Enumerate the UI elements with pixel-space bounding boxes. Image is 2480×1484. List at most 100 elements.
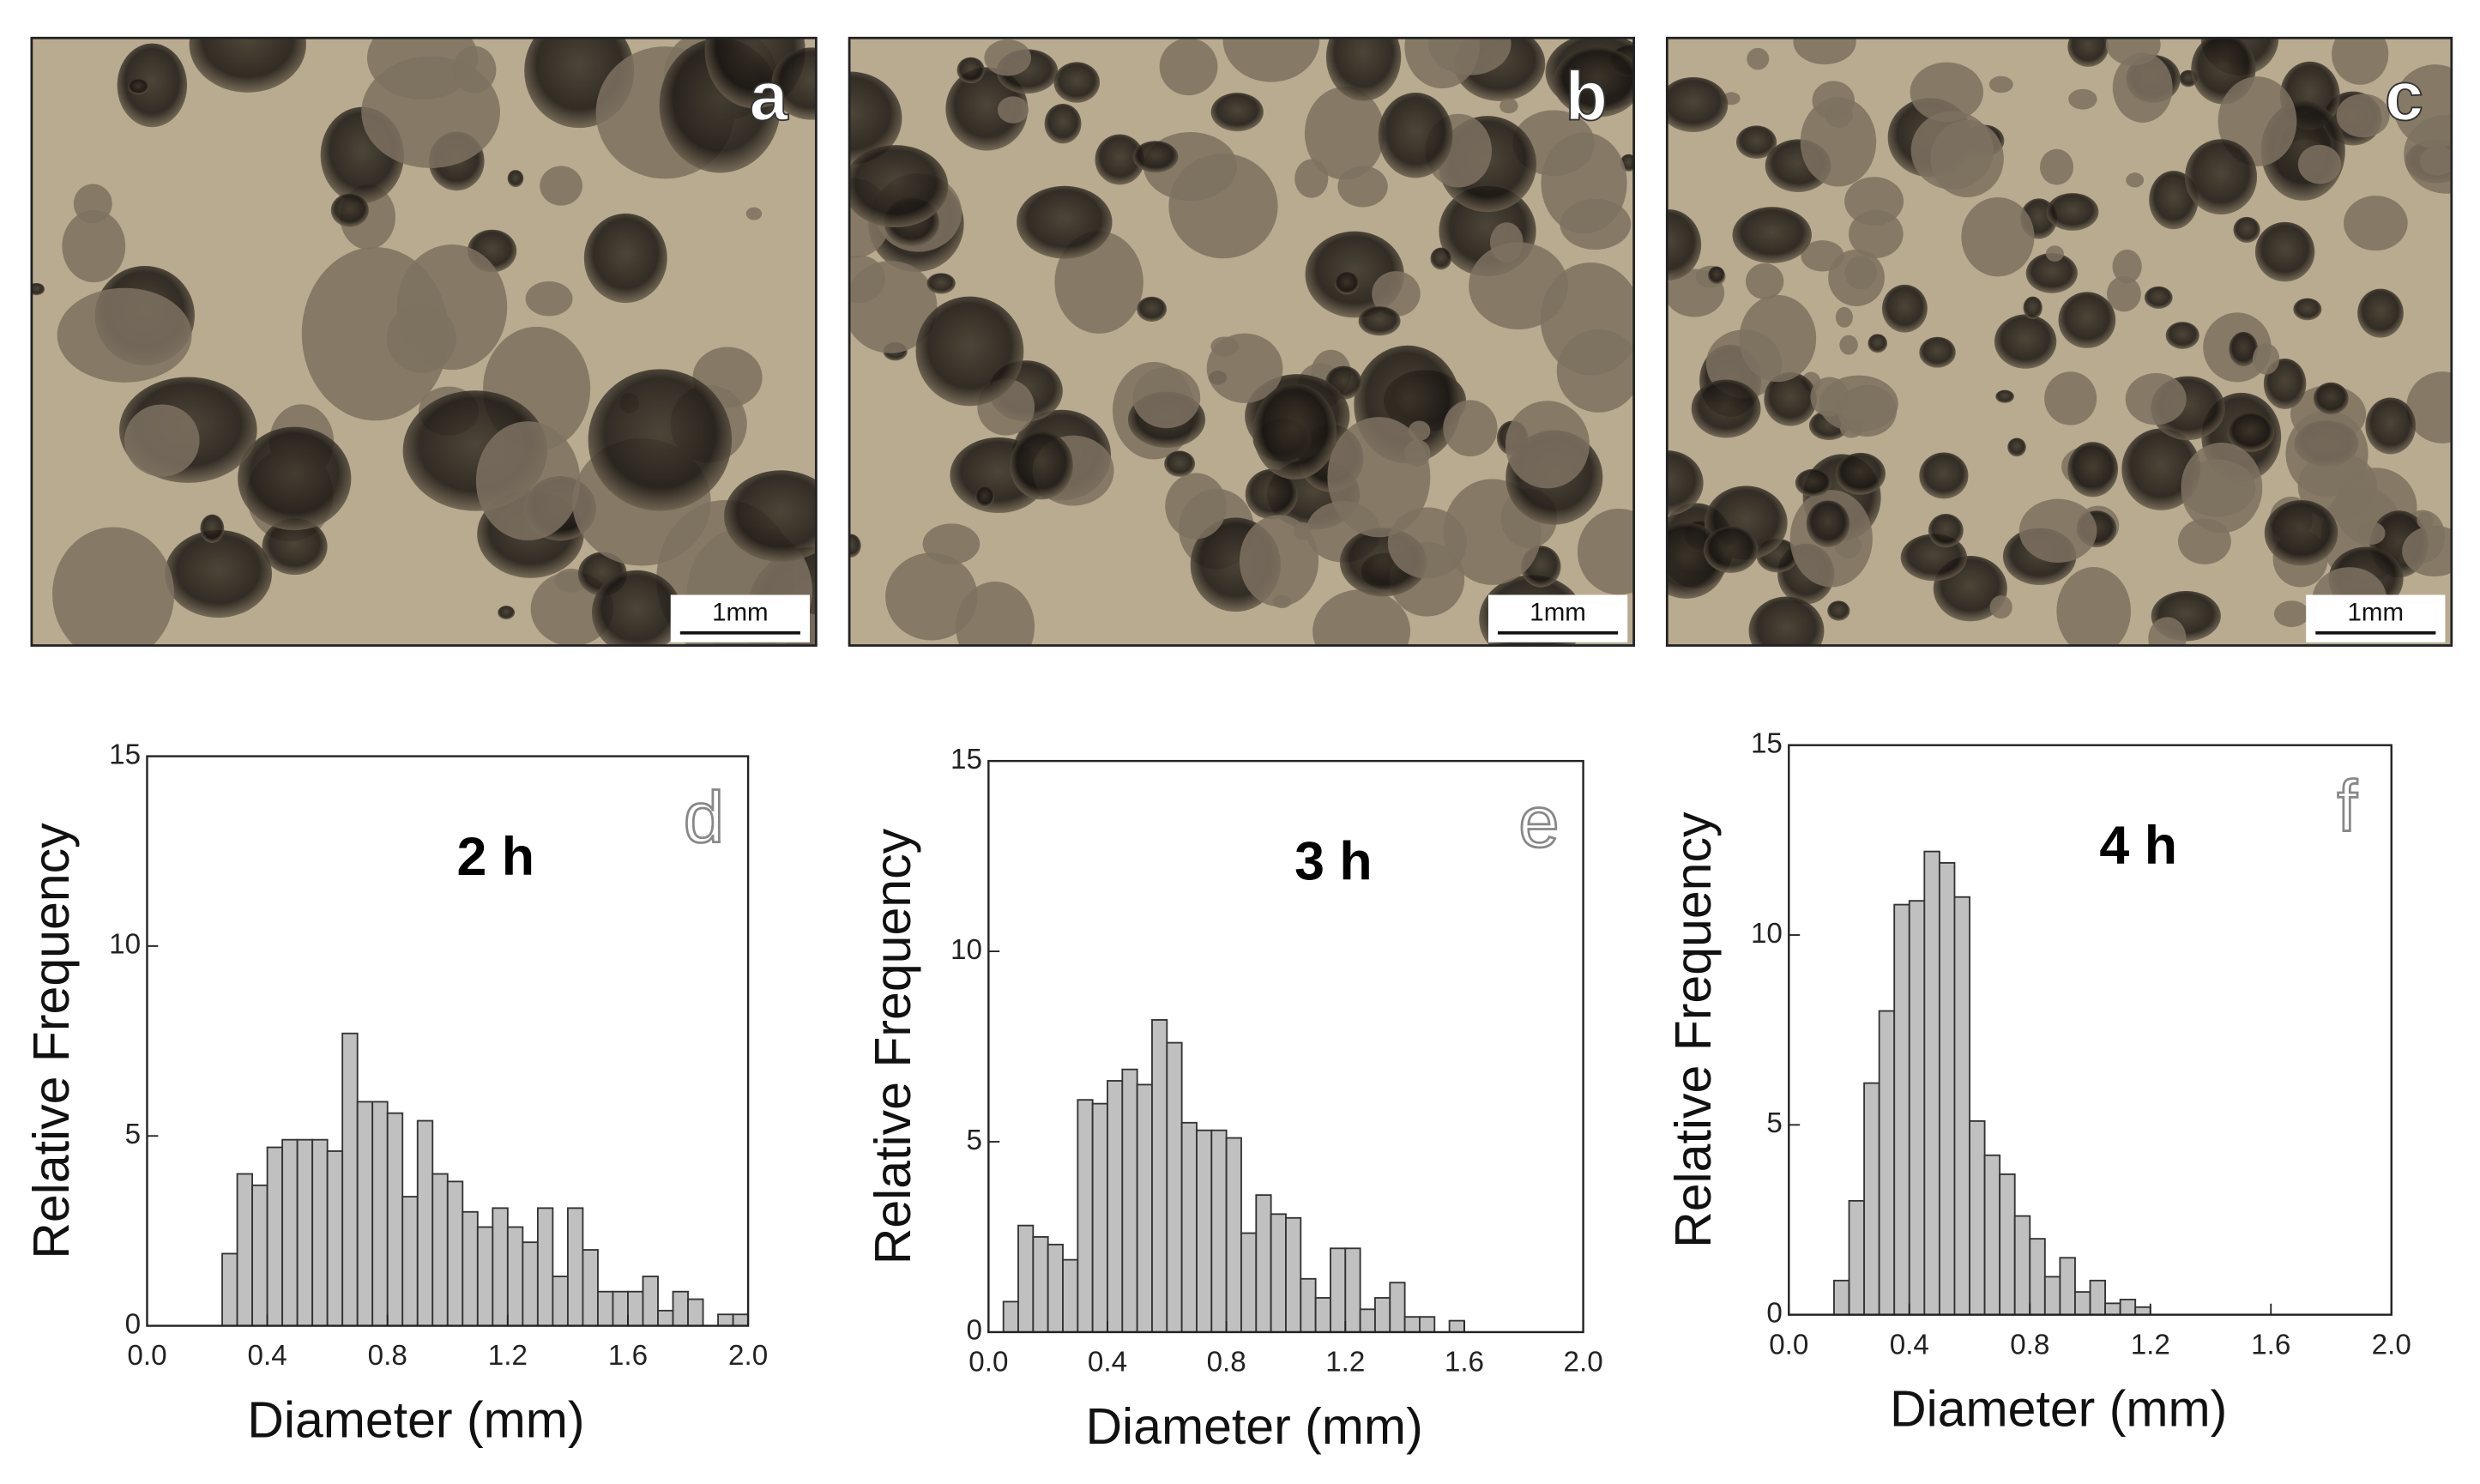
pore [849, 534, 861, 558]
bar [687, 1298, 704, 1327]
pore [2121, 428, 2201, 510]
bar [1032, 1236, 1049, 1333]
pore [1245, 468, 1298, 520]
pore [2273, 600, 2309, 627]
x-tick-label: 0.8 [1207, 1347, 1246, 1378]
pore [2044, 371, 2097, 425]
pore [200, 514, 225, 543]
bar [446, 1180, 464, 1327]
pore [2112, 52, 2173, 123]
pore [1844, 177, 1904, 226]
photo-label: b [1566, 57, 1608, 135]
x-tick-label: 0.8 [368, 1340, 407, 1372]
pore [849, 145, 949, 228]
pore [1844, 256, 1877, 290]
pore [1327, 417, 1431, 538]
bar [1285, 1216, 1302, 1333]
bar [431, 1173, 449, 1327]
pore [1928, 513, 1964, 548]
pore [1372, 271, 1421, 317]
photo: a 1mm [30, 36, 818, 647]
pore [361, 56, 500, 168]
bar [717, 1313, 734, 1327]
bar [371, 1101, 389, 1327]
pore [1919, 452, 1969, 499]
pore [1165, 473, 1227, 540]
photo-image [849, 38, 1634, 646]
bar [2119, 1299, 2137, 1316]
pore [1132, 141, 1179, 173]
bar [506, 1226, 524, 1327]
pore [1053, 62, 1101, 103]
scale-bar-label: 1mm [1530, 598, 1586, 626]
photo-label: a [750, 57, 789, 135]
x-tick-label: 0.4 [248, 1340, 287, 1372]
pore [1334, 271, 1360, 295]
pore [507, 170, 524, 188]
bar [1969, 1119, 1986, 1316]
bar [1210, 1129, 1228, 1333]
bar [1923, 850, 1940, 1316]
x-tick-label: 1.6 [2251, 1329, 2290, 1360]
pore [922, 523, 981, 564]
photo-border [30, 36, 818, 647]
y-axis-label: Relative Frequency [1665, 811, 1722, 1248]
bar [356, 1101, 374, 1327]
bar [1166, 1041, 1183, 1333]
x-axis-label: Diameter (mm) [1890, 1381, 2227, 1438]
pore [724, 470, 817, 562]
pore [745, 207, 763, 220]
pore [2067, 38, 2109, 67]
pore [2393, 64, 2452, 148]
pore [1210, 93, 1264, 132]
photo-border [1665, 36, 2453, 647]
pore [1839, 335, 1858, 355]
bar [401, 1196, 419, 1327]
bar [236, 1173, 253, 1327]
pore [189, 38, 306, 93]
pore [2406, 371, 2452, 443]
bar [492, 1207, 509, 1327]
pore [1793, 38, 1856, 65]
pore [1735, 125, 1777, 160]
pore [2285, 410, 2368, 497]
y-tick-label: 15 [109, 739, 141, 770]
x-tick-label: 2.0 [1564, 1347, 1603, 1378]
pore [498, 606, 516, 619]
y-tick-label: 10 [950, 934, 982, 966]
pore [583, 213, 667, 304]
photo: b 1mm [848, 36, 1635, 647]
pore [1691, 379, 1761, 438]
pore [2058, 292, 2116, 348]
bar [1314, 1297, 1331, 1333]
pore [771, 47, 817, 120]
pore [2264, 500, 2338, 566]
pore [1810, 377, 1849, 417]
bar [1091, 1102, 1108, 1333]
y-axis-label: Relative Frequency [865, 828, 921, 1264]
bar [1270, 1213, 1287, 1333]
bar [1136, 1083, 1153, 1333]
photo: c 1mm [1665, 36, 2453, 647]
bar [522, 1241, 539, 1327]
y-tick-label: 0 [125, 1308, 141, 1340]
pore [2293, 298, 2322, 321]
pore [2402, 525, 2452, 577]
pore [2125, 373, 2187, 425]
pore [915, 296, 1024, 407]
bar [642, 1276, 659, 1327]
annotation: 4 h [2099, 816, 2177, 876]
x-axis-label: Diameter (mm) [247, 1391, 584, 1448]
bar [1833, 1279, 1850, 1316]
pore [1667, 208, 1702, 281]
pore [2126, 172, 2145, 188]
pore [956, 581, 1035, 646]
pore [1746, 262, 1784, 300]
panel-label: d [684, 775, 724, 857]
bar [1344, 1247, 1361, 1333]
x-tick-label: 2.0 [728, 1340, 768, 1372]
bar [476, 1226, 494, 1327]
pore [1312, 589, 1411, 646]
pore [57, 287, 192, 383]
pore [1667, 77, 1729, 132]
